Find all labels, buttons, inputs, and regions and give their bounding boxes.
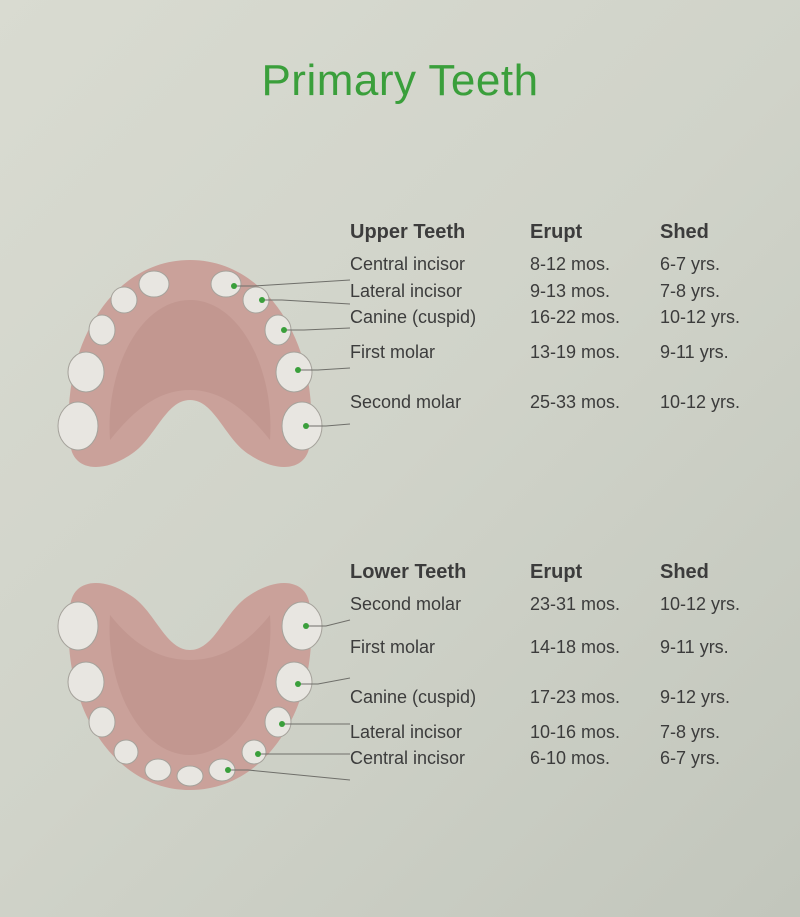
upper-name-cell: Central incisor (350, 253, 530, 276)
upper-row: Canine (cuspid)16-22 mos.10-12 yrs. (350, 304, 770, 331)
lower-row: Second molar23-31 mos.10-12 yrs. (350, 591, 770, 618)
lower-name-cell: Canine (cuspid) (350, 686, 530, 709)
lower-name-header: Lower Teeth (350, 560, 530, 585)
upper-section: Upper Teeth Erupt Shed Central incisor8-… (50, 220, 750, 520)
upper-arch-svg (50, 240, 330, 490)
upper-row: Central incisor8-12 mos.6-7 yrs. (350, 251, 770, 278)
lower-arch-svg (50, 560, 330, 810)
lower-name-cell: Second molar (350, 593, 530, 616)
lower-erupt-cell: 14-18 mos. (530, 636, 660, 659)
lower-erupt-cell: 23-31 mos. (530, 593, 660, 616)
lower-row: Lateral incisor10-16 mos.7-8 yrs. (350, 719, 770, 746)
lower-shed-cell: 9-12 yrs. (660, 686, 770, 709)
lower-arch-diagram (50, 560, 330, 810)
lower-shed-cell: 7-8 yrs. (660, 721, 770, 744)
upper-erupt-cell: 9-13 mos. (530, 280, 660, 303)
lower-shed-cell: 6-7 yrs. (660, 747, 770, 770)
upper-name-header: Upper Teeth (350, 220, 530, 245)
lower-name-cell: Lateral incisor (350, 721, 530, 744)
lower-erupt-cell: 6-10 mos. (530, 747, 660, 770)
lower-header-row: Lower Teeth Erupt Shed (350, 560, 770, 591)
upper-erupt-header: Erupt (530, 220, 660, 245)
upper-shed-header: Shed (660, 220, 770, 245)
lower-row: Central incisor6-10 mos.6-7 yrs. (350, 745, 770, 772)
upper-arch-diagram (50, 240, 330, 490)
page-title: Primary Teeth (0, 56, 800, 106)
upper-header-row: Upper Teeth Erupt Shed (350, 220, 770, 251)
upper-shed-cell: 9-11 yrs. (660, 341, 770, 364)
lower-shed-cell: 9-11 yrs. (660, 636, 770, 659)
upper-name-cell: First molar (350, 341, 530, 364)
upper-erupt-cell: 8-12 mos. (530, 253, 660, 276)
lower-erupt-cell: 10-16 mos. (530, 721, 660, 744)
upper-shed-cell: 6-7 yrs. (660, 253, 770, 276)
upper-shed-cell: 10-12 yrs. (660, 306, 770, 329)
upper-name-cell: Second molar (350, 391, 530, 414)
lower-shed-header: Shed (660, 560, 770, 585)
lower-shed-cell: 10-12 yrs. (660, 593, 770, 616)
lower-table: Lower Teeth Erupt Shed Second molar23-31… (350, 560, 770, 772)
upper-name-cell: Canine (cuspid) (350, 306, 530, 329)
lower-erupt-cell: 17-23 mos. (530, 686, 660, 709)
lower-row: Canine (cuspid)17-23 mos.9-12 yrs. (350, 676, 770, 719)
upper-shed-cell: 10-12 yrs. (660, 391, 770, 414)
lower-erupt-header: Erupt (530, 560, 660, 585)
upper-shed-cell: 7-8 yrs. (660, 280, 770, 303)
lower-section: Lower Teeth Erupt Shed Second molar23-31… (50, 560, 750, 860)
lower-name-cell: First molar (350, 636, 530, 659)
upper-erupt-cell: 13-19 mos. (530, 341, 660, 364)
upper-erupt-cell: 16-22 mos. (530, 306, 660, 329)
upper-table: Upper Teeth Erupt Shed Central incisor8-… (350, 220, 770, 432)
upper-row: Lateral incisor9-13 mos.7-8 yrs. (350, 278, 770, 305)
upper-row: Second molar25-33 mos.10-12 yrs. (350, 373, 770, 432)
upper-erupt-cell: 25-33 mos. (530, 391, 660, 414)
upper-row: First molar13-19 mos.9-11 yrs. (350, 331, 770, 374)
page: Primary Teeth (0, 0, 800, 917)
lower-row: First molar14-18 mos.9-11 yrs. (350, 618, 770, 677)
upper-name-cell: Lateral incisor (350, 280, 530, 303)
lower-name-cell: Central incisor (350, 747, 530, 770)
